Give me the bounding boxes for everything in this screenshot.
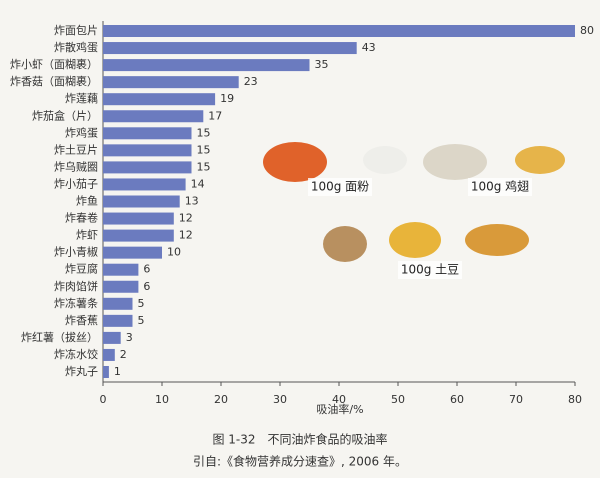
bar [103, 246, 162, 259]
bar [103, 93, 216, 106]
figure-title: 图 1-32 不同油炸食品的吸油率 [212, 432, 387, 447]
x-tick-label: 10 [155, 393, 169, 406]
y-tick-label: 炸小茄子 [54, 176, 98, 190]
bar [103, 195, 180, 208]
value-label: 80 [580, 24, 594, 37]
x-axis-label: 吸油率/% [316, 402, 363, 416]
bar [103, 314, 133, 327]
y-tick-label: 炸面包片 [54, 24, 98, 37]
x-tick-label: 40 [332, 393, 346, 406]
annotation-box [308, 178, 372, 196]
y-tick-label: 炸散鸡蛋 [54, 40, 98, 54]
bar [103, 280, 139, 293]
y-tick-label: 炸土豆片 [54, 143, 98, 156]
x-tick-label: 20 [214, 393, 228, 406]
y-tick-label: 炸鸡蛋 [65, 125, 98, 139]
value-label: 43 [362, 41, 376, 54]
value-label: 3 [126, 331, 133, 344]
value-label: 6 [143, 263, 150, 276]
x-tick-label: 30 [273, 393, 287, 406]
y-tick-label: 炸莲藕 [65, 92, 98, 105]
y-tick-label: 炸冻水饺 [54, 347, 98, 361]
y-tick-label: 炸冻薯条 [54, 296, 98, 310]
value-label: 15 [197, 126, 211, 139]
y-tick-label: 炸乌贼圈 [54, 159, 98, 173]
y-tick-label: 炸虾 [76, 229, 98, 242]
bar [103, 297, 133, 310]
value-label: 2 [120, 348, 127, 361]
value-label: 1 [114, 365, 121, 378]
value-label: 17 [208, 109, 222, 122]
y-tick-label: 炸肉馅饼 [54, 279, 98, 293]
photo-flour [363, 146, 407, 174]
bar [103, 331, 121, 344]
x-tick-label: 70 [509, 393, 523, 406]
bar [103, 144, 192, 157]
bar [103, 161, 192, 174]
bar [103, 229, 174, 242]
value-label: 12 [179, 229, 193, 242]
photo-potato [465, 224, 529, 256]
bar [103, 42, 357, 55]
figure-source: 引自:《食物营养成分速查》, 2006 年。 [193, 454, 407, 469]
value-label: 12 [179, 212, 193, 225]
y-tick-label: 炸春卷 [65, 211, 98, 225]
annotation-box [398, 261, 462, 279]
value-label: 10 [167, 246, 181, 259]
bar [103, 59, 310, 72]
bar [103, 25, 575, 37]
annotation-box [468, 178, 532, 196]
value-label: 15 [197, 160, 211, 173]
y-tick-label: 炸豆腐 [65, 262, 98, 276]
photo-potato [389, 222, 441, 258]
annotation: 100g 鸡翅 [471, 179, 529, 194]
value-label: 35 [315, 58, 329, 71]
bar [103, 263, 139, 276]
y-tick-label: 炸小虾（面糊裹） [10, 57, 98, 71]
x-tick-label: 60 [450, 393, 464, 406]
value-label: 13 [185, 195, 199, 208]
photo-flour [263, 142, 327, 182]
value-label: 19 [220, 92, 234, 105]
value-label: 15 [197, 143, 211, 156]
y-tick-label: 炸茄盒（片） [32, 108, 98, 122]
y-tick-label: 炸香菇（面糊裹） [10, 74, 98, 88]
y-tick-label: 炸鱼 [76, 194, 98, 208]
x-tick-label: 0 [100, 393, 107, 406]
x-tick-label: 50 [391, 393, 405, 406]
photo-wings [423, 144, 487, 180]
y-tick-label: 炸香蕉 [65, 314, 98, 327]
food-photos [263, 142, 565, 262]
y-tick-label: 炸小青椒 [54, 245, 98, 259]
annotation: 100g 面粉 [311, 180, 369, 194]
bar [103, 178, 186, 191]
bar [103, 76, 239, 89]
photo-wings [515, 146, 565, 174]
annotation: 100g 土豆 [401, 263, 459, 277]
y-tick-label: 炸红薯（拔丝） [21, 330, 98, 344]
bar [103, 366, 109, 378]
bar [103, 212, 174, 225]
value-label: 23 [244, 75, 258, 88]
y-tick-label: 炸丸子 [65, 365, 98, 378]
bar [103, 110, 204, 123]
value-label: 14 [191, 177, 205, 190]
value-label: 5 [138, 297, 145, 310]
bar [103, 348, 115, 361]
value-label: 5 [138, 314, 145, 327]
photo-potato [323, 226, 367, 262]
value-label: 6 [143, 280, 150, 293]
x-tick-label: 80 [568, 393, 582, 406]
bar [103, 127, 192, 140]
